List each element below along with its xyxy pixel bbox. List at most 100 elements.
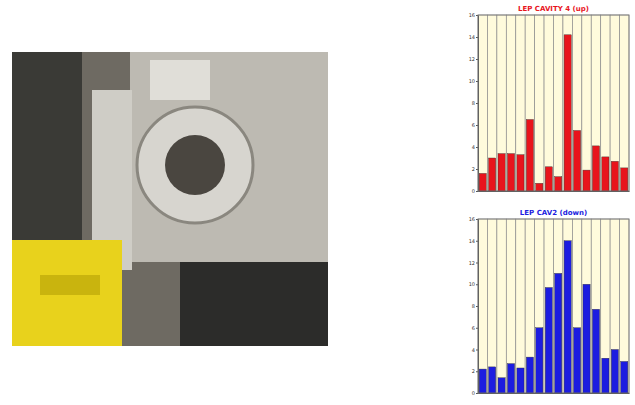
tick-label: 0 <box>472 188 475 194</box>
bar <box>526 120 533 192</box>
bar <box>583 170 590 191</box>
bar <box>611 350 618 394</box>
photo-base <box>180 262 328 346</box>
tick: 8 <box>472 303 478 309</box>
photo-stand-shade <box>40 275 100 295</box>
bar <box>536 183 543 191</box>
column-background <box>544 15 553 191</box>
tick: 10 <box>469 78 478 84</box>
column-background <box>554 15 563 191</box>
tick-label: 10 <box>469 281 475 287</box>
y-axis: 0 2 4 6 8 10 12 14 16 <box>469 216 479 396</box>
bar <box>489 158 496 191</box>
tick: 8 <box>472 100 478 106</box>
tick: 14 <box>469 34 478 40</box>
column-background <box>620 15 629 191</box>
tick: 6 <box>472 325 478 331</box>
column-background <box>535 15 544 191</box>
bar <box>592 146 599 191</box>
column-background <box>478 15 487 191</box>
column-background <box>554 219 563 393</box>
column-background <box>506 15 515 191</box>
bar <box>545 288 552 393</box>
bar <box>602 358 609 393</box>
column-background <box>497 219 506 393</box>
bar <box>517 155 524 191</box>
bar <box>574 328 581 393</box>
chart: LEP CAV2 (down) 0 2 4 6 8 10 12 14 16 <box>469 209 630 396</box>
column-background <box>572 15 581 191</box>
bar <box>489 367 496 393</box>
tick-label: 14 <box>469 238 475 244</box>
chart-title: LEP CAV2 (down) <box>520 209 587 217</box>
plot-frame <box>478 15 629 191</box>
bar <box>564 241 571 393</box>
column-background <box>591 219 600 393</box>
tick: 0 <box>472 188 478 194</box>
column-background <box>497 15 506 191</box>
bar <box>498 154 505 191</box>
tick: 2 <box>472 166 478 172</box>
column-background <box>487 219 496 393</box>
bar <box>621 168 628 191</box>
bars <box>479 35 628 191</box>
bar <box>507 154 514 191</box>
tick: 16 <box>469 216 478 222</box>
tick: 10 <box>469 281 478 287</box>
column-background <box>525 219 534 393</box>
bar <box>592 309 599 393</box>
page: LEP CAVITY 4 (up)0246810121416LEP CAV2 (… <box>0 0 635 405</box>
photo-box <box>150 60 210 100</box>
column-background <box>525 15 534 191</box>
column-background <box>610 15 619 191</box>
tick-label: 2 <box>472 166 475 172</box>
bar <box>555 177 562 191</box>
column-background <box>620 219 629 393</box>
tick: 12 <box>469 260 478 266</box>
column-background <box>516 219 525 393</box>
tick-label: 16 <box>469 216 475 222</box>
chart-title: LEP CAVITY 4 (up) <box>518 5 589 13</box>
bar <box>507 364 514 393</box>
bar <box>564 35 571 191</box>
tick-label: 8 <box>472 303 475 309</box>
bar <box>526 357 533 393</box>
column-background <box>478 219 487 393</box>
column-background <box>487 15 496 191</box>
bar <box>621 361 628 393</box>
tick-label: 14 <box>469 34 475 40</box>
column-background <box>601 15 610 191</box>
tick: 12 <box>469 56 478 62</box>
tick-label: 16 <box>469 12 475 18</box>
tick: 4 <box>472 347 478 353</box>
bar <box>479 369 486 393</box>
tick: 2 <box>472 368 478 374</box>
bar <box>602 157 609 191</box>
tick-label: 4 <box>472 144 475 150</box>
column-background <box>535 219 544 393</box>
bar <box>536 328 543 393</box>
photo-flange <box>137 107 253 223</box>
column-background <box>572 219 581 393</box>
column-background <box>601 219 610 393</box>
bar <box>498 378 505 393</box>
column-background <box>563 15 572 191</box>
tick-label: 0 <box>472 390 475 396</box>
bar <box>545 167 552 191</box>
chart: LEP CAVITY 4 (up)0246810121416 <box>469 5 630 194</box>
tick-label: 2 <box>472 368 475 374</box>
photo-tank <box>130 52 328 262</box>
column-background <box>582 15 591 191</box>
tick-label: 10 <box>469 78 475 84</box>
column-background <box>582 219 591 393</box>
column-background <box>563 219 572 393</box>
photo <box>12 52 328 346</box>
tick: 0 <box>472 390 478 396</box>
tick-label: 6 <box>472 325 475 331</box>
bars <box>479 241 628 393</box>
tick-label: 4 <box>472 347 475 353</box>
column-background <box>506 219 515 393</box>
column-background <box>544 219 553 393</box>
column-background <box>610 219 619 393</box>
y-axis: 0246810121416 <box>469 12 479 194</box>
